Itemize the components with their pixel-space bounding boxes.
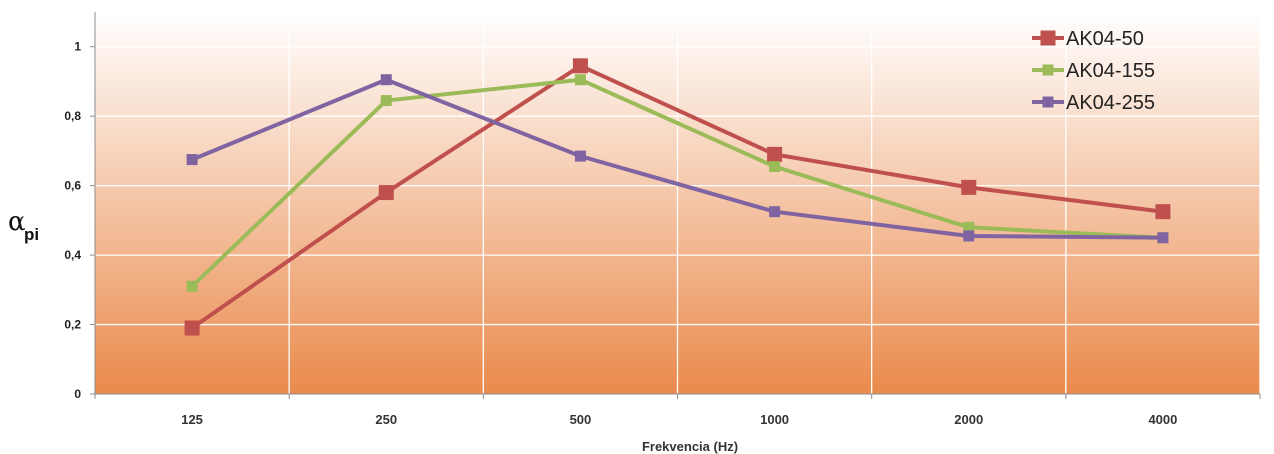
x-axis-label: Frekvencia (Hz) xyxy=(642,439,738,454)
x-tick-label: 2000 xyxy=(954,412,983,427)
legend-item-ak04-255: AK04-255 xyxy=(1032,92,1155,114)
y-tick-label: 0,4 xyxy=(64,248,81,262)
data-point xyxy=(572,58,588,74)
data-point xyxy=(380,74,392,86)
data-point xyxy=(963,230,975,242)
data-point xyxy=(378,185,394,201)
x-tick-label: 250 xyxy=(375,412,397,427)
data-point xyxy=(961,179,977,195)
legend-marker xyxy=(1042,96,1054,108)
legend-marker xyxy=(1042,64,1054,76)
series-line-ak04-155 xyxy=(190,77,1164,288)
data-point xyxy=(380,95,392,107)
series-ak04-255 xyxy=(186,74,1169,244)
data-point xyxy=(574,150,586,162)
series xyxy=(184,58,1171,336)
y-axis-label-sub: pi xyxy=(24,225,39,244)
legend-label: AK04-255 xyxy=(1066,92,1155,114)
y-tick-label: 0,2 xyxy=(64,318,81,332)
data-point xyxy=(1157,232,1169,244)
axes: 0 0,2 0,4 0,6 0,8 1 125 250 500 1000 2000 4000 xyxy=(64,12,1261,427)
data-point xyxy=(574,74,586,86)
legend: AK04-50 AK04-155 AK04-255 xyxy=(1032,28,1155,114)
series-line-ak04-50 xyxy=(190,63,1164,330)
x-tick-label: 4000 xyxy=(1148,412,1177,427)
y-tick-label: 1 xyxy=(74,40,81,54)
data-point xyxy=(963,221,975,233)
data-point xyxy=(186,280,198,292)
data-point xyxy=(769,161,781,173)
legend-item-ak04-155: AK04-155 xyxy=(1032,60,1155,82)
y-tick-label: 0,6 xyxy=(64,179,81,193)
x-tick-label: 1000 xyxy=(760,412,789,427)
y-tick-label: 0,8 xyxy=(64,109,81,123)
series-line-ak04-255 xyxy=(191,77,1163,240)
data-point xyxy=(1155,204,1171,220)
data-point xyxy=(186,154,198,166)
x-tick-label: 125 xyxy=(181,412,203,427)
data-point xyxy=(767,146,783,162)
legend-marker xyxy=(1040,30,1056,46)
y-tick-label: 0 xyxy=(74,387,81,401)
data-point xyxy=(769,206,781,218)
x-tick-label: 500 xyxy=(570,412,592,427)
y-axis-label-main: α xyxy=(8,207,26,237)
legend-label: AK04-155 xyxy=(1066,60,1155,82)
data-point xyxy=(184,320,200,336)
legend-item-ak04-50: AK04-50 xyxy=(1032,28,1144,50)
y-axis-label: α pi xyxy=(8,207,39,244)
legend-label: AK04-50 xyxy=(1066,28,1144,50)
series-ak04-50 xyxy=(184,58,1171,336)
